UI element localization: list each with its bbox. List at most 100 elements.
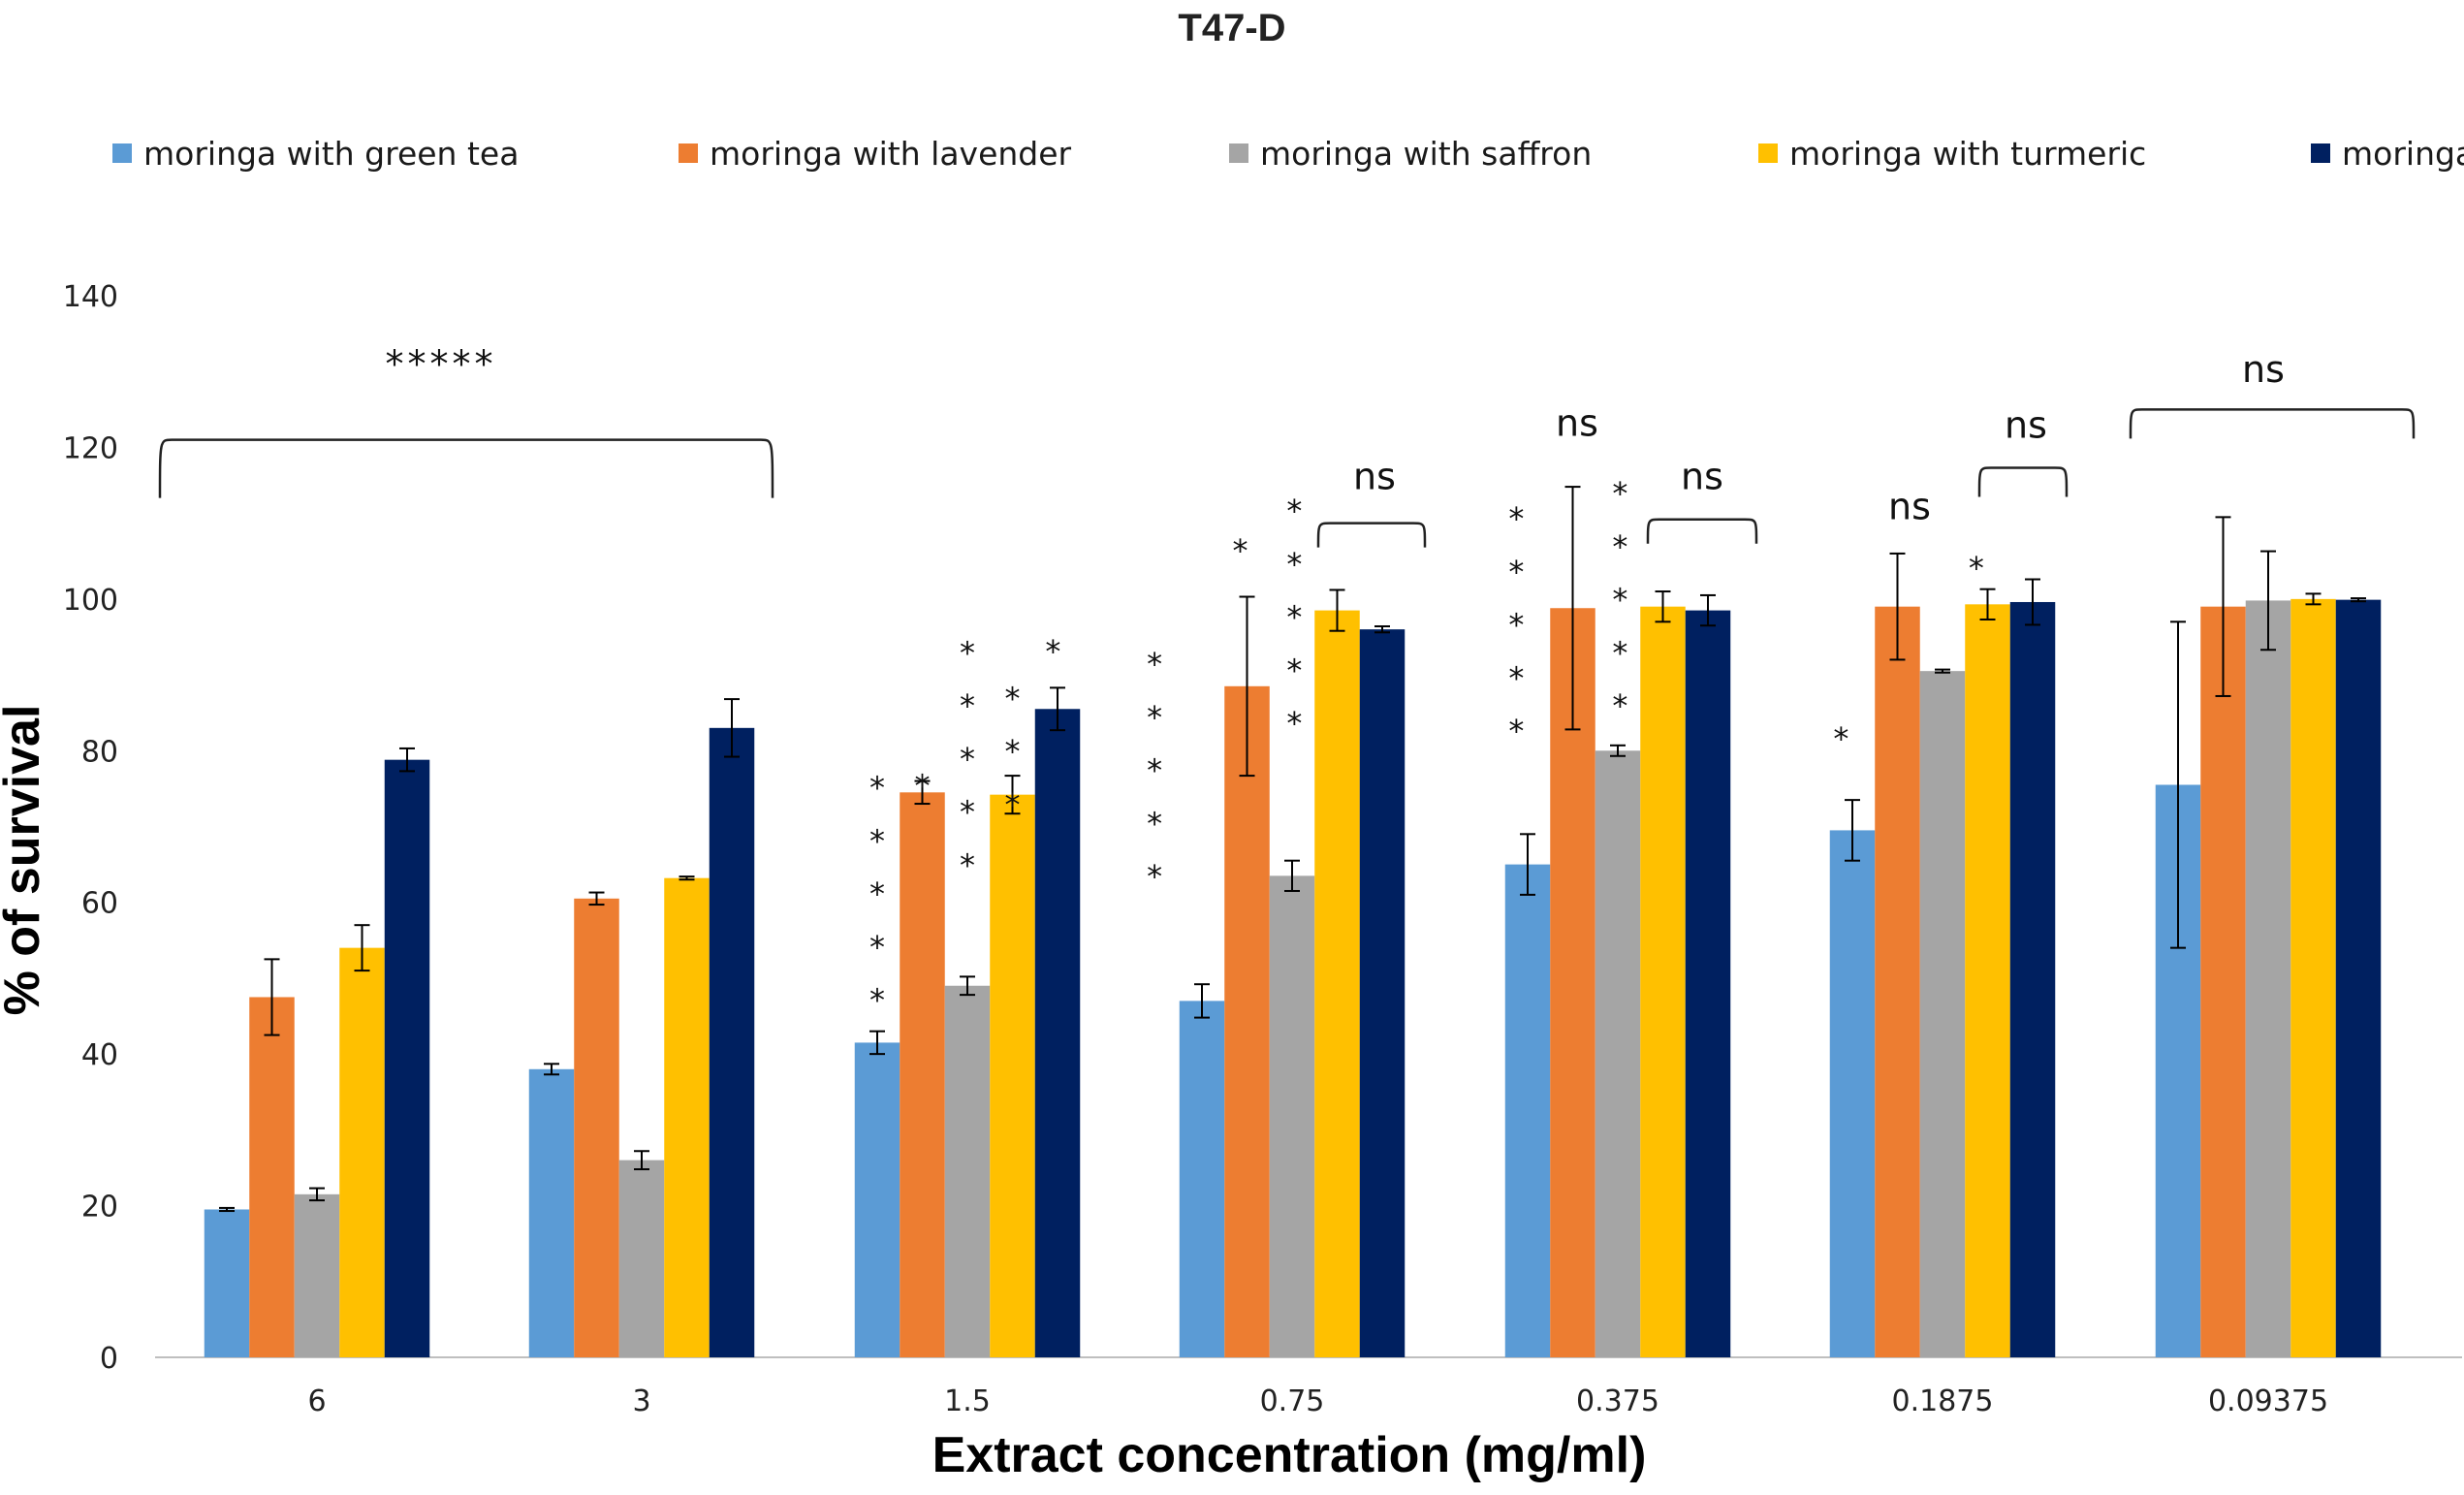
y-tick-label: 100 [63, 584, 118, 618]
bar [384, 759, 430, 1357]
x-tick-label: 3 [632, 1384, 650, 1418]
significance-star: * [1045, 633, 1060, 670]
significance-star: * [1147, 805, 1162, 842]
legend-label: moringa with green tea [143, 135, 519, 173]
legend-swatch [1229, 143, 1248, 163]
y-axis-title: % of survival [0, 705, 50, 1016]
bar [528, 1068, 575, 1357]
ns-label-01875: ns [1888, 486, 1931, 528]
bracket-label-stars: ***** [386, 343, 497, 386]
x-axis-title: Extract concentration (mg/ml) [932, 1427, 1647, 1483]
bar [900, 792, 945, 1357]
significance-star: * [869, 822, 885, 859]
significance-star: * [1005, 680, 1021, 716]
bar [1919, 671, 1966, 1357]
y-tick-label: 120 [63, 431, 118, 465]
significance-star: * [1005, 786, 1021, 823]
chart-title: T47-D [1178, 7, 1285, 49]
bar [854, 1042, 900, 1357]
bar [2335, 599, 2382, 1357]
significance-star: * [1286, 599, 1302, 636]
significance-star: * [1612, 634, 1627, 671]
bar [709, 727, 755, 1357]
significance-star: * [960, 846, 975, 883]
significance-star: * [1286, 546, 1302, 583]
y-tick-label: 0 [100, 1342, 118, 1376]
significance-star: * [1147, 699, 1162, 736]
bar [1179, 1001, 1225, 1357]
bar [249, 997, 295, 1357]
significance-star: * [1147, 646, 1162, 683]
bar [1504, 864, 1551, 1357]
bar [2200, 606, 2246, 1357]
bar [1034, 709, 1081, 1357]
bracket-075 [1316, 522, 1427, 548]
y-tick-label: 40 [81, 1038, 118, 1072]
legend-label: moringa with turmeric [1789, 135, 2146, 173]
significance-star: * [1508, 713, 1524, 749]
bracket-01875 [1977, 466, 2069, 497]
bar [1685, 610, 1731, 1357]
significance-star: * [960, 741, 975, 778]
bar [618, 1160, 665, 1357]
bar [574, 898, 619, 1357]
legend-swatch [2311, 143, 2330, 163]
significance-star: * [1233, 532, 1248, 569]
legend-swatch [679, 143, 698, 163]
y-axis: 0 20 40 60 80 100 120 140 [63, 280, 118, 1376]
significance-star: * [1286, 705, 1302, 742]
legend-label: moringa with saffron [1260, 135, 1592, 173]
bracket-label-ns: ns [1353, 455, 1396, 497]
bar [2290, 598, 2336, 1357]
x-tick-label: 0.375 [1576, 1384, 1659, 1418]
legend-label: moringa with lavender [710, 135, 1072, 173]
x-tick-label: 0.75 [1260, 1384, 1325, 1418]
bar [339, 947, 385, 1357]
legend-label: moringa [2342, 135, 2464, 173]
bracket-label-ns: ns [1681, 455, 1723, 497]
bar [1875, 606, 1920, 1357]
bar [204, 1209, 250, 1357]
bar [990, 794, 1035, 1357]
bracket-label-ns: ns [2005, 403, 2047, 446]
significance-star: * [1508, 554, 1524, 590]
bar [944, 985, 991, 1357]
bar [1640, 606, 1686, 1357]
bracket-0375 [1646, 518, 1758, 544]
significance-star: * [869, 982, 885, 1019]
significance-star: * [1612, 528, 1627, 565]
significance-star: * [1147, 858, 1162, 895]
legend: moringa with green tea moringa with laven… [112, 135, 2464, 173]
significance-star: * [869, 929, 885, 966]
significance-star: * [960, 794, 975, 831]
bars [204, 598, 2382, 1357]
bracket-6-3 [158, 438, 774, 498]
bar [1314, 610, 1360, 1357]
bar [664, 877, 710, 1357]
bar [2009, 601, 2056, 1357]
significance-star: * [1612, 582, 1627, 619]
significance-star: * [960, 687, 975, 724]
significance-star: * [915, 767, 931, 804]
x-tick-label: 0.09375 [2208, 1384, 2328, 1418]
significance-star: * [1005, 733, 1021, 770]
significance-star: * [1508, 607, 1524, 644]
bar [1965, 604, 2010, 1357]
bracket-label-ns: ns [2242, 348, 2285, 391]
y-tick-label: 140 [63, 280, 118, 314]
x-axis: 6 3 1.5 0.75 0.375 0.1875 0.09375 [155, 1356, 2462, 1418]
significance-star: * [1508, 500, 1524, 537]
significance-star: * [1286, 493, 1302, 529]
y-tick-label: 60 [81, 887, 118, 921]
significance-star: * [1969, 550, 1984, 587]
significance-star: * [1612, 475, 1627, 512]
significance-star: * [869, 875, 885, 912]
bracket-009375 [2129, 408, 2416, 439]
x-tick-label: 6 [307, 1384, 326, 1418]
bar [1224, 685, 1270, 1357]
x-tick-label: 0.1875 [1892, 1384, 1994, 1418]
significance-star: * [1147, 752, 1162, 789]
significance-star: * [1508, 659, 1524, 696]
